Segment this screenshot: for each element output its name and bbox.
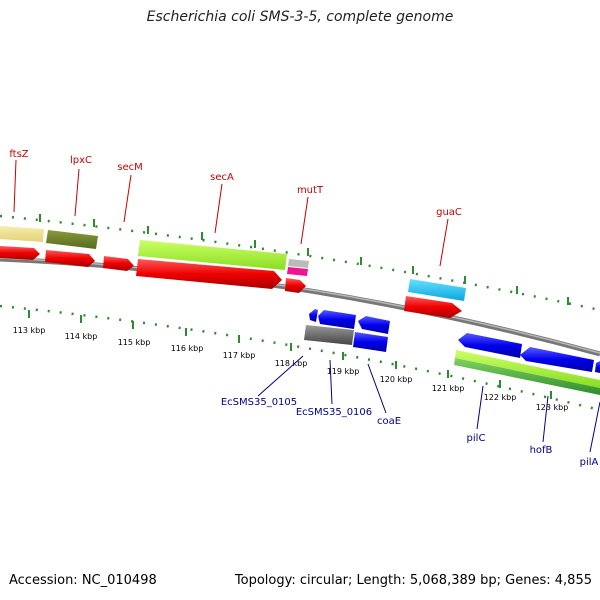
accession-label: Accession: NC_010498 xyxy=(9,573,157,588)
tick-label: 122 kbp xyxy=(484,393,517,402)
tick-label: 116 kbp xyxy=(171,344,204,353)
cds-reverse xyxy=(318,310,356,329)
reverse-cds-track xyxy=(304,309,600,395)
tick-label: 115 kbp xyxy=(118,338,151,347)
feature-block xyxy=(46,230,98,249)
cds-forward xyxy=(404,296,462,318)
outer-dotted-ring xyxy=(0,214,600,312)
feature-block xyxy=(454,358,600,395)
gene-label: ftsZ xyxy=(9,149,28,160)
tick-label: 114 kbp xyxy=(65,332,98,341)
top-gene-labels: ftsZ lpxC secM secA mutT guaC xyxy=(9,149,462,267)
forward-cds-track xyxy=(0,246,462,318)
gene-label: pilC xyxy=(467,433,486,444)
tick-label: 119 kbp xyxy=(327,367,360,376)
feature-track xyxy=(0,226,466,301)
gene-label: guaC xyxy=(436,207,462,218)
scale-labels: 113 kbp 114 kbp 115 kbp 116 kbp 117 kbp … xyxy=(13,326,569,412)
cds-reverse xyxy=(520,347,594,372)
feature-block xyxy=(287,267,308,276)
feature-block xyxy=(138,240,287,270)
feature-block xyxy=(455,350,600,388)
gene-label: secM xyxy=(117,162,143,173)
gene-label: EcSMS35_0106 xyxy=(296,407,372,418)
feature-block xyxy=(288,259,309,268)
bottom-gene-labels: EcSMS35_0105 EcSMS35_0106 coaE pilC hofB… xyxy=(221,355,600,468)
gene-label: secA xyxy=(210,172,234,183)
feature-block xyxy=(0,226,44,242)
gene-label: mutT xyxy=(297,185,324,196)
tick-label: 113 kbp xyxy=(13,326,46,335)
cds-reverse xyxy=(309,309,318,322)
tick-label: 118 kbp xyxy=(275,359,308,368)
cds-reverse xyxy=(595,361,600,373)
cds-forward xyxy=(285,278,306,293)
cds-forward xyxy=(0,246,40,260)
tick-label: 123 kbp xyxy=(536,403,569,412)
cds-reverse xyxy=(458,333,522,358)
tick-label: 121 kbp xyxy=(432,384,465,393)
cds-forward xyxy=(136,259,282,289)
gene-label: EcSMS35_0105 xyxy=(221,397,297,408)
cds-forward xyxy=(103,256,134,271)
cds-reverse xyxy=(353,332,388,352)
map-title: Escherichia coli SMS-3-5, complete genom… xyxy=(146,9,454,25)
feature-block xyxy=(408,279,466,301)
gene-label: lpxC xyxy=(70,155,92,166)
cds-forward xyxy=(45,250,95,267)
topology-label: Topology: circular; Length: 5,068,389 bp… xyxy=(234,573,592,588)
cds-reverse xyxy=(358,316,390,334)
gene-label: hofB xyxy=(530,445,553,456)
tick-label: 120 kbp xyxy=(380,375,413,384)
gene-label: pilA xyxy=(580,457,599,468)
gene-label: coaE xyxy=(377,416,401,427)
feature-block xyxy=(304,325,354,345)
tick-label: 117 kbp xyxy=(223,351,256,360)
scale-ring xyxy=(0,304,600,412)
